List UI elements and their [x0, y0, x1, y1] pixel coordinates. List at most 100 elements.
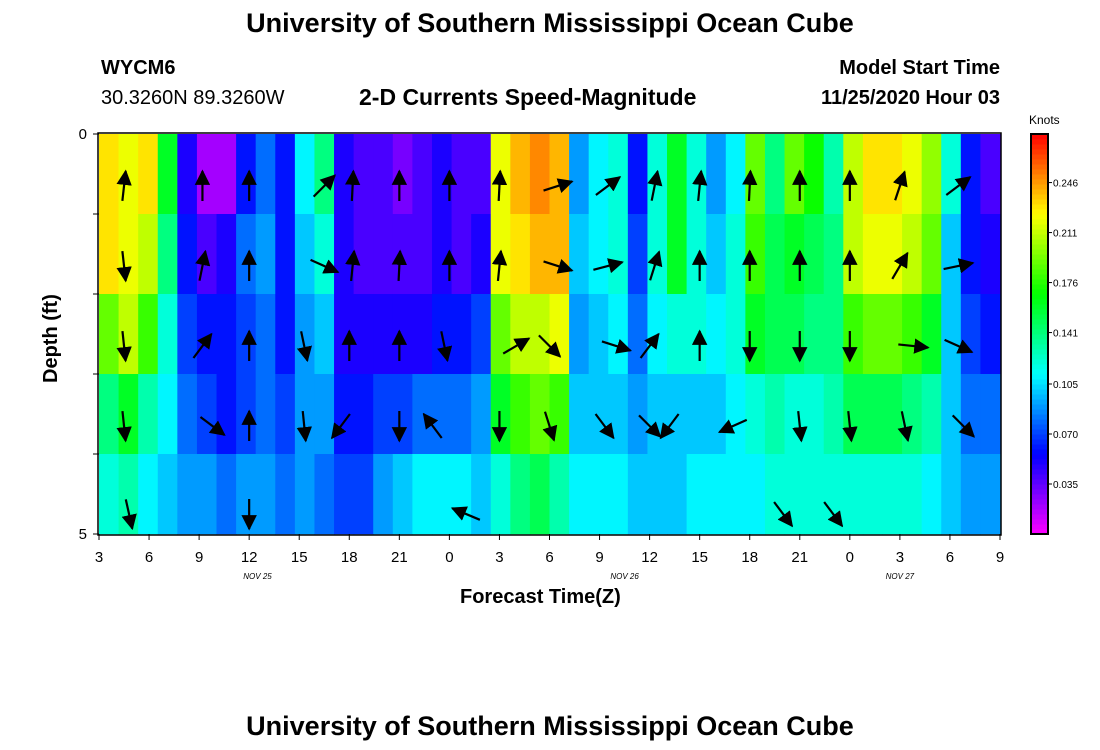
x-axis: 3 6 9 12 15 18 21 0 3 6 9 12 15 18 21 0 3 6 9 NOV 25 NOV 26 N… [95, 534, 1004, 581]
heat-cell [99, 134, 120, 215]
heat-cell [392, 214, 413, 295]
heat-cell [921, 374, 942, 455]
heat-cell [804, 454, 825, 535]
heat-cell [941, 454, 962, 535]
heat-cell [588, 454, 609, 535]
colorbar-step [1031, 274, 1048, 280]
current-arrow [116, 330, 132, 363]
heat-cell [764, 454, 786, 535]
heat-cell [99, 214, 120, 295]
heat-cell [667, 134, 688, 215]
heat-cell [138, 294, 159, 375]
heat-cell [667, 454, 688, 535]
x-tick-label: 18 [341, 549, 358, 566]
current-arrow [639, 332, 660, 359]
heat-cell [275, 214, 296, 295]
colorbar-frame [1030, 133, 1049, 535]
colorbar-step [1031, 209, 1048, 215]
x-tick-label: 0 [846, 549, 854, 566]
heat-cell [334, 454, 355, 535]
heat-cell [392, 134, 413, 215]
heat-cell [588, 134, 609, 215]
heat-cell [569, 454, 590, 535]
heat-cell [392, 294, 413, 375]
heat-cell [588, 214, 609, 295]
colorbar-step [1031, 184, 1048, 190]
current-arrow [692, 169, 708, 202]
heat-cell [921, 214, 942, 295]
heat-cell [569, 134, 590, 215]
plot-title: 2-D Currents Speed-Magnitude [359, 84, 697, 110]
heat-cell [627, 214, 649, 295]
current-arrow [121, 499, 137, 531]
heat-cell [471, 454, 492, 535]
colorbar-step [1031, 444, 1048, 450]
model-start-label: Model Start Time [839, 57, 1000, 79]
colorbar-step [1031, 454, 1048, 460]
current-arrow [891, 251, 909, 280]
heat-cell [843, 374, 864, 455]
heat-cell [804, 214, 825, 295]
heat-cell [862, 134, 884, 215]
heat-cell [490, 294, 511, 375]
heat-cell [960, 374, 982, 455]
current-arrow [897, 411, 913, 443]
bottom-title: University of Southern Mississippi Ocean… [246, 711, 854, 741]
current-arrow [773, 501, 794, 528]
current-arrow [391, 249, 408, 282]
current-arrow [192, 332, 213, 359]
colorbar-step [1031, 519, 1048, 525]
current-arrow [595, 176, 622, 196]
heat-cell [667, 374, 688, 455]
colorbar-step [1031, 284, 1048, 290]
colorbar-step [1031, 474, 1048, 480]
colorbar-step [1031, 464, 1048, 470]
heat-cell [745, 454, 766, 535]
current-arrow [593, 258, 624, 274]
heat-cell [843, 454, 864, 535]
heat-cell [941, 374, 962, 455]
heat-cell [549, 294, 570, 375]
heat-cell [138, 374, 159, 455]
heat-cell [686, 214, 707, 295]
heat-cell [196, 134, 218, 215]
colorbar-step [1031, 439, 1048, 445]
heat-cell [471, 374, 492, 455]
heat-cell [921, 454, 942, 535]
colorbar-tick-label: 0.141 [1053, 329, 1078, 340]
heat-cell [177, 374, 198, 455]
heat-cell [118, 374, 139, 455]
colorbar-step [1031, 484, 1048, 490]
current-vectors [116, 169, 975, 531]
current-arrow [543, 178, 574, 193]
heat-cell [549, 374, 570, 455]
colorbar-step [1031, 469, 1048, 475]
colorbar-tick-label: 0.176 [1053, 279, 1078, 290]
heat-cell [764, 214, 786, 295]
x-tick-label: 12 [241, 549, 258, 566]
model-start-time: 11/25/2020 Hour 03 [820, 87, 1000, 109]
heat-cell [236, 134, 257, 215]
colorbar-step [1031, 344, 1048, 350]
heat-cell [804, 134, 825, 215]
heat-cell [138, 454, 159, 535]
current-arrow [659, 413, 680, 440]
current-arrow [491, 249, 508, 282]
heat-cell [294, 294, 316, 375]
heat-cell [804, 374, 825, 455]
colorbar-step [1031, 159, 1048, 165]
heat-cell [353, 134, 374, 215]
heat-cell [510, 214, 531, 295]
heat-cell [667, 294, 688, 375]
heat-cell [529, 294, 551, 375]
heat-cell [764, 374, 786, 455]
colorbar-step [1031, 364, 1048, 370]
heat-cell [627, 294, 649, 375]
current-arrow [331, 413, 351, 440]
colorbar-tick-label: 0.105 [1053, 380, 1078, 391]
colorbar-step [1031, 379, 1048, 385]
heat-cell [784, 134, 805, 215]
heat-cell [471, 294, 492, 375]
heat-cell [490, 454, 511, 535]
heat-cell [451, 294, 472, 375]
